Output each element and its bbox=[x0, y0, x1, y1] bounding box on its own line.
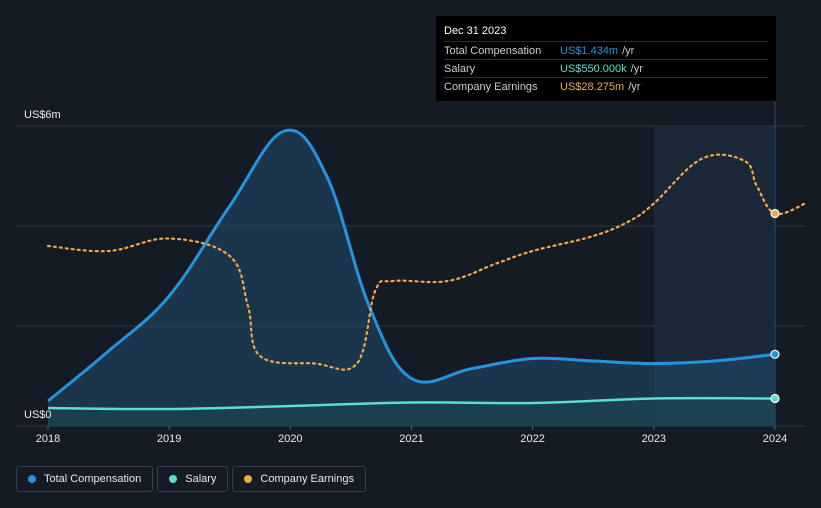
tooltip-unit: /yr bbox=[622, 44, 635, 57]
tooltip-row-total-compensation: Total Compensation US$1.434m /yr bbox=[444, 41, 768, 59]
chart-axis-layer: US$6m US$0 bbox=[24, 109, 61, 421]
tooltip-row-company-earnings: Company Earnings US$28.275m /yr bbox=[444, 77, 768, 95]
x-tick-label: 2023 bbox=[642, 433, 666, 445]
legend-item-salary[interactable]: Salary bbox=[157, 466, 229, 492]
salary-area bbox=[48, 398, 775, 426]
tooltip-label: Salary bbox=[444, 62, 476, 75]
chart-area-layer bbox=[48, 130, 775, 427]
tooltip-value: US$1.434m bbox=[560, 44, 619, 57]
total-compensation-line bbox=[47, 128, 776, 403]
chart-marker-layer bbox=[770, 208, 780, 404]
salary-line bbox=[47, 396, 776, 411]
company-earnings-marker bbox=[770, 208, 780, 219]
legend-label: Salary bbox=[185, 473, 217, 485]
x-axis-ticks: 2018 2019 2020 2021 2022 2023 2024 bbox=[36, 426, 787, 445]
company-earnings-line bbox=[46, 153, 807, 371]
tooltip-label: Company Earnings bbox=[444, 80, 538, 93]
x-tick-label: 2022 bbox=[520, 433, 544, 445]
x-tick-label: 2024 bbox=[763, 433, 787, 445]
y-axis-top-label: US$6m bbox=[24, 109, 61, 121]
tooltip-label: Total Compensation bbox=[444, 44, 542, 57]
x-tick-label: 2021 bbox=[399, 433, 423, 445]
tooltip-value: US$28.275m bbox=[560, 80, 625, 93]
x-tick-label: 2020 bbox=[278, 433, 302, 445]
tooltip-value: US$550.000k bbox=[560, 62, 627, 75]
x-tick-label: 2018 bbox=[36, 433, 60, 445]
chart-line-layer bbox=[46, 128, 807, 411]
x-tick-label: 2019 bbox=[157, 433, 181, 445]
chart-legend: Total Compensation Salary Company Earnin… bbox=[16, 466, 366, 492]
total-compensation-marker bbox=[770, 349, 780, 359]
total-compensation-area bbox=[48, 130, 775, 427]
legend-item-total-compensation[interactable]: Total Compensation bbox=[16, 466, 154, 492]
tooltip-unit: /yr bbox=[630, 62, 643, 75]
legend-label: Total Compensation bbox=[44, 473, 142, 485]
legend-item-company-earnings[interactable]: Company Earnings bbox=[232, 466, 366, 492]
legend-dot-icon bbox=[244, 475, 253, 483]
y-axis-bottom-label: US$0 bbox=[24, 409, 52, 421]
tooltip-row-salary: Salary US$550.000k /yr bbox=[444, 59, 768, 77]
tooltip-date: Dec 31 2023 bbox=[444, 25, 507, 37]
salary-marker bbox=[770, 393, 780, 404]
tooltip-unit: /yr bbox=[628, 80, 641, 93]
chart-tooltip: Dec 31 2023 Total Compensation US$1.434m… bbox=[436, 16, 776, 101]
legend-label: Company Earnings bbox=[260, 473, 354, 485]
legend-dot-icon bbox=[28, 475, 36, 483]
legend-dot-icon bbox=[169, 475, 178, 483]
